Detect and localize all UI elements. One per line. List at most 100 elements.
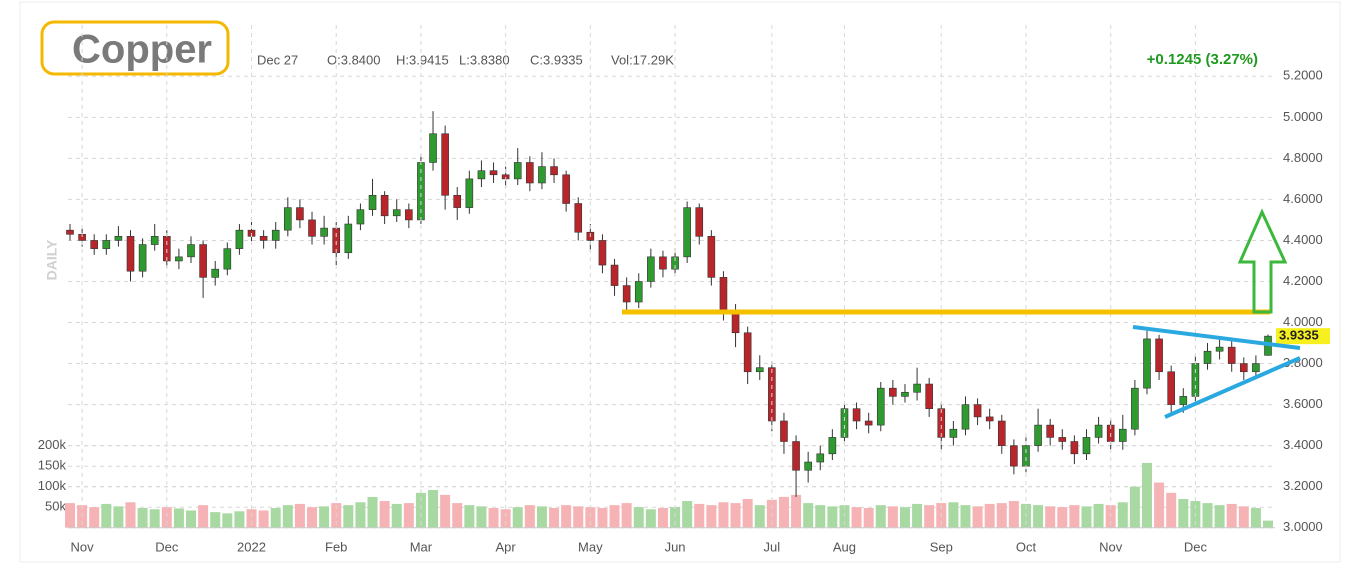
volume-bar xyxy=(452,503,463,528)
candle-body xyxy=(308,219,316,237)
candle-body xyxy=(840,408,849,438)
y-tick-label: 3.2000 xyxy=(1283,478,1323,493)
volume-label: Vol:17.29K xyxy=(611,52,674,67)
volume-bar xyxy=(343,505,354,528)
volume-bar xyxy=(670,507,681,528)
candle-body xyxy=(755,367,764,373)
y-tick-label: 5.0000 xyxy=(1283,109,1323,124)
candle-body xyxy=(526,162,534,184)
volume-bar xyxy=(851,507,862,528)
candle-body xyxy=(985,416,994,422)
price-tag xyxy=(1276,328,1330,345)
volume-bar xyxy=(912,503,923,528)
volume-bar xyxy=(125,502,136,528)
up-arrow xyxy=(1237,208,1288,314)
y-tick-label: 4.8000 xyxy=(1283,150,1323,165)
candle-body xyxy=(659,256,667,270)
x-tick-label: May xyxy=(578,539,603,554)
title-highlight xyxy=(40,20,230,76)
x-tick-label: Nov xyxy=(1099,539,1123,554)
ohlc-label: H:3.9415 xyxy=(396,52,449,67)
candle-body xyxy=(102,240,111,249)
candle-body xyxy=(1131,387,1139,430)
candle-body xyxy=(695,207,704,237)
volume-bar xyxy=(294,503,305,528)
ohlc-label: O:3.8400 xyxy=(327,52,381,67)
volume-bar xyxy=(500,509,511,528)
candle-body xyxy=(235,229,244,249)
candle-body xyxy=(562,174,570,204)
candle-body xyxy=(1167,371,1175,405)
candle-body xyxy=(671,256,679,270)
candle-body xyxy=(816,453,825,463)
candle-body xyxy=(961,404,970,430)
volume-bar xyxy=(549,508,560,528)
candle-body xyxy=(187,244,195,258)
candle-body xyxy=(937,408,946,438)
x-tick-label: Aug xyxy=(833,539,856,554)
volume-bar xyxy=(1214,505,1225,528)
y-tick-label: 3.4000 xyxy=(1283,437,1323,452)
price-tag-label: 3.9335 xyxy=(1279,328,1319,343)
ohlc-label: C:3.9335 xyxy=(530,52,583,67)
candle-body xyxy=(1227,346,1236,364)
volume-bar xyxy=(391,503,402,528)
volume-bar xyxy=(319,506,330,528)
volume-bar xyxy=(234,511,245,528)
candle-body xyxy=(199,244,207,278)
volume-bar xyxy=(996,503,1007,528)
volume-bar xyxy=(1250,508,1261,528)
candle-body xyxy=(1010,445,1018,467)
candle-body xyxy=(1022,445,1030,467)
volume-bar xyxy=(585,507,596,528)
volume-bar xyxy=(1033,505,1044,528)
candle-body xyxy=(284,207,292,231)
x-tick-label: Oct xyxy=(1016,539,1037,554)
candle-body xyxy=(1082,437,1091,455)
candle-body xyxy=(66,229,74,235)
candle-body xyxy=(114,236,123,241)
change-label: +0.1245 (3.27%) xyxy=(1147,51,1258,68)
volume-bar xyxy=(488,508,499,528)
volume-bar xyxy=(633,507,644,528)
volume-bar xyxy=(186,510,197,528)
volume-bar xyxy=(803,503,814,528)
candle-body xyxy=(622,285,631,303)
volume-bar xyxy=(875,505,886,528)
volume-tick-label: 100k xyxy=(38,478,67,493)
volume-bar xyxy=(887,506,898,528)
volume-bar xyxy=(1141,462,1152,528)
volume-bar xyxy=(1166,492,1177,528)
volume-bar xyxy=(1081,506,1092,528)
volume-bar xyxy=(597,508,608,528)
y-tick-label: 4.2000 xyxy=(1283,273,1323,288)
volume-bar xyxy=(403,503,414,528)
volume-bar xyxy=(1178,498,1189,528)
candle-body xyxy=(828,437,837,455)
volume-bar xyxy=(791,494,802,528)
volume-tick-label: 200k xyxy=(38,437,67,452)
volume-bar xyxy=(573,506,584,528)
candle-body xyxy=(610,264,619,286)
x-tick-label: Dec xyxy=(1184,539,1208,554)
candle-body xyxy=(852,408,861,422)
x-tick-label: 2022 xyxy=(237,539,266,554)
x-tick-label: Sep xyxy=(930,539,953,554)
volume-bar xyxy=(924,505,935,528)
candle-body xyxy=(707,236,716,278)
volume-bar xyxy=(270,508,281,528)
volume-bar xyxy=(222,513,233,528)
candle-body xyxy=(1046,424,1054,438)
volume-bar xyxy=(718,502,729,528)
volume-bar xyxy=(173,508,184,528)
candle-body xyxy=(876,387,885,426)
plot: 3.0000 3.2000 3.4000 3.6000 3.8000 4.0000 4.20… xyxy=(38,25,1330,554)
volume-bar xyxy=(113,506,124,528)
candle-body xyxy=(647,256,655,282)
volume-bar xyxy=(367,496,378,528)
candle-body xyxy=(538,166,546,184)
y-tick-label: 4.4000 xyxy=(1283,232,1323,247)
volume-bar xyxy=(476,506,487,528)
candle-body xyxy=(634,281,643,303)
candle-body xyxy=(1252,363,1260,373)
